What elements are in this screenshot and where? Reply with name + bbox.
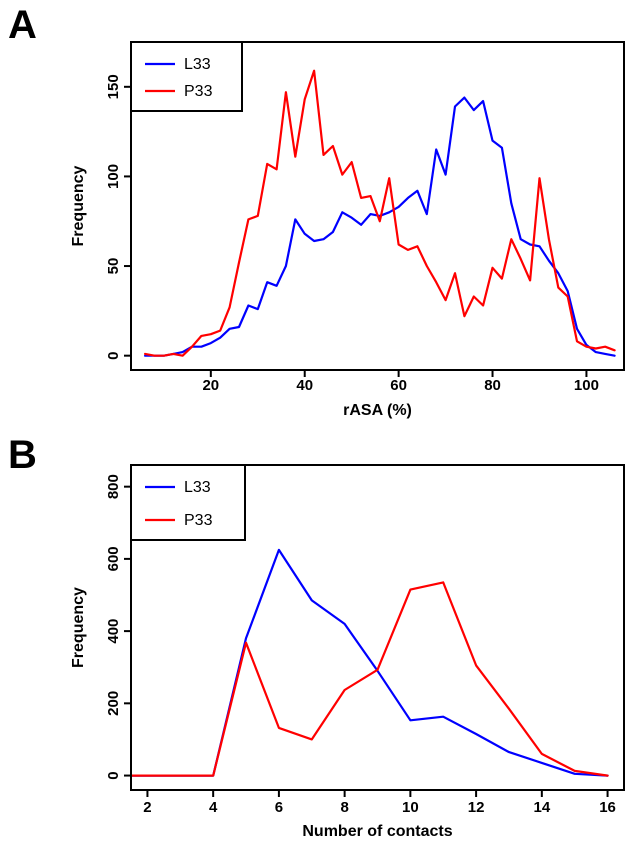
panel-b-x-tick-label: 4 (209, 799, 218, 816)
panel-a-plot-frame (130, 41, 625, 371)
panel-b-y-axis-label: Frequency (70, 587, 87, 668)
panel-a-x-tick-label: 20 (202, 377, 219, 394)
panel-b-y-tick-label: 400 (105, 619, 122, 644)
panel-a-series-l33-line (144, 96, 616, 357)
panel-a-y-axis-label: Frequency (70, 165, 87, 246)
panel-b-chart: B 2 4 6 8 10 12 14 16 0 200 400 600 800 Number of cont… (8, 433, 625, 840)
panel-a-y-tick-label: 50 (105, 258, 122, 275)
panel-a-x-axis-label: rASA (%) (343, 402, 412, 419)
panel-b-plot-frame (130, 464, 625, 791)
panel-b-x-tick-label: 12 (468, 799, 485, 816)
panel-b-y-tick-label: 800 (105, 474, 122, 499)
panel-a-y-tick-label: 0 (105, 351, 122, 359)
panel-a-series-p33-line (144, 69, 616, 357)
panel-a-legend-box (130, 41, 243, 112)
panel-b-series-l33-line (132, 548, 609, 777)
panel-b-x-tick-label: 6 (275, 799, 283, 816)
panel-b-y-tick-label: 600 (105, 546, 122, 571)
panel-b-y-tick-label: 200 (105, 691, 122, 716)
panel-a-x-tick-label: 100 (574, 377, 599, 394)
panel-b-x-axis-label: Number of contacts (302, 823, 452, 840)
panel-b-x-tick-label: 14 (533, 799, 550, 816)
panel-a-legend-label-l33: L33 (184, 56, 211, 73)
panel-b-series-p33-line (132, 581, 609, 777)
panel-b-x-tick-label: 8 (340, 799, 348, 816)
panel-b-legend-label-l33: L33 (184, 479, 211, 496)
panel-b-y-tick-label: 0 (105, 771, 122, 779)
panel-b-x-tick-label: 2 (143, 799, 151, 816)
panel-a-x-tick-label: 80 (484, 377, 501, 394)
panel-b-letter: B (8, 433, 37, 477)
panel-a-y-tick-label: 100 (105, 164, 122, 189)
panel-a-letter: A (8, 3, 37, 47)
panel-b-x-tick-label: 10 (402, 799, 419, 816)
panel-b-legend-box (130, 464, 246, 541)
panel-a-x-tick-label: 60 (390, 377, 407, 394)
panel-a-legend-label-p33: P33 (184, 83, 213, 100)
panel-a-y-tick-label: 150 (105, 74, 122, 99)
panel-a-x-tick-label: 40 (296, 377, 313, 394)
panel-b-legend-label-p33: P33 (184, 512, 213, 529)
panel-a-chart: A 20 40 60 80 100 0 50 100 150 rASA (%) Frequency L3… (8, 3, 625, 419)
panel-b-x-tick-label: 16 (599, 799, 616, 816)
